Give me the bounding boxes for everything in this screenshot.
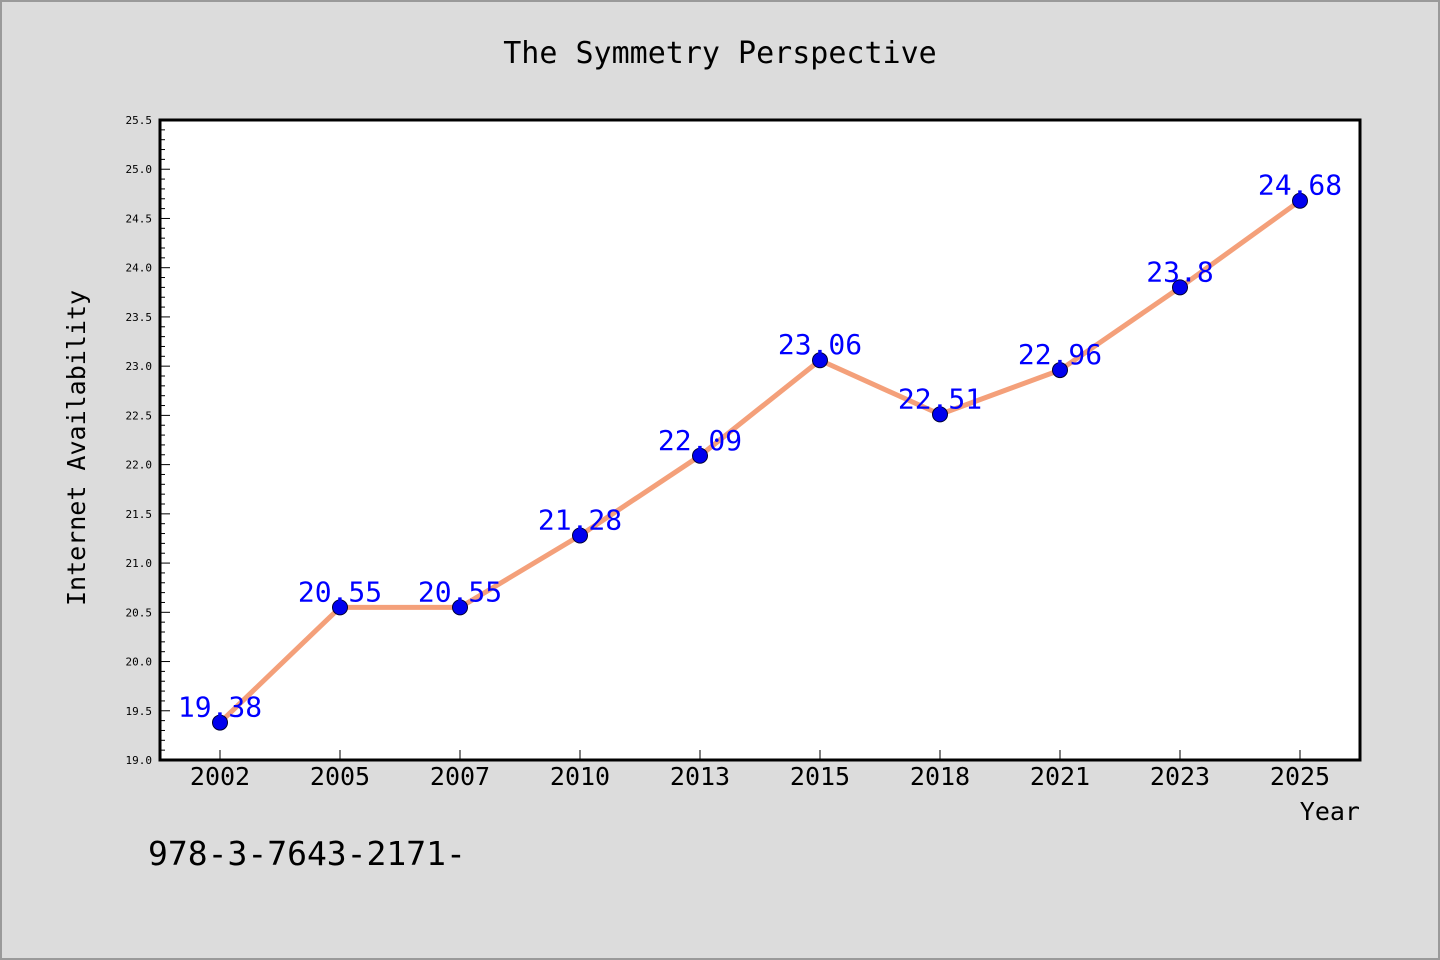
- x-tick-label: 2013: [670, 762, 730, 791]
- x-tick-label: 2015: [790, 762, 850, 791]
- data-label: 23.06: [778, 328, 862, 361]
- data-point: [1292, 192, 1308, 209]
- x-tick-label: 2025: [1270, 762, 1330, 791]
- x-axis: 2002 2005 2007 2010 2013 2015 2018 2021 2023 2025: [190, 750, 1330, 791]
- y-tick-label: 21.0: [126, 557, 153, 570]
- data-label: 19.38: [178, 691, 262, 724]
- x-tick-label: 2007: [430, 762, 490, 791]
- y-tick-label: 23.0: [126, 360, 153, 373]
- data-point: [452, 599, 468, 616]
- data-point: [1172, 279, 1188, 296]
- data-point: [692, 447, 708, 464]
- x-tick-label: 2010: [550, 762, 610, 791]
- y-tick-label: 23.5: [126, 311, 153, 324]
- x-tick-label: 2023: [1150, 762, 1210, 791]
- y-tick-label: 19.0: [126, 754, 153, 767]
- y-axis-label: Internet Availability: [62, 290, 91, 606]
- x-tick-label: 2002: [190, 762, 250, 791]
- y-tick-label: 21.5: [126, 508, 153, 521]
- data-label: 20.55: [418, 575, 502, 608]
- data-label: 24.68: [1258, 169, 1342, 202]
- x-axis-label: Year: [1300, 797, 1360, 826]
- data-point: [332, 599, 348, 616]
- data-point: [812, 352, 828, 369]
- y-tick-label: 20.5: [126, 606, 153, 619]
- isbn-annotation: 978-3-7643-2171-: [148, 834, 466, 873]
- y-axis: 19.0 19.5 20.0 20.5 21.0 21.5 22.0 22.5 23.0 23.5…: [126, 114, 170, 767]
- data-label: 20.55: [298, 575, 382, 608]
- data-point: [932, 406, 948, 423]
- plot-area: [160, 120, 1360, 760]
- data-label: 22.09: [658, 424, 742, 457]
- x-tick-label: 2018: [910, 762, 970, 791]
- data-point: [212, 714, 228, 731]
- y-tick-label: 22.0: [126, 459, 153, 472]
- y-tick-label: 20.0: [126, 656, 153, 669]
- data-label-layer: 19.38 20.55 20.55 21.28 22.09 23.06 22.51 22.96…: [178, 169, 1342, 724]
- chart-title: The Symmetry Perspective: [503, 36, 936, 71]
- x-tick-label: 2005: [310, 762, 370, 791]
- data-label: 23.8: [1146, 255, 1213, 288]
- data-label: 22.96: [1018, 338, 1102, 371]
- y-tick-label: 24.5: [126, 212, 153, 225]
- plot-frame: [158, 118, 1362, 762]
- y-tick-label: 25.5: [126, 114, 153, 127]
- y-tick-label: 24.0: [126, 262, 153, 275]
- y-tick-label: 25.0: [126, 163, 153, 176]
- data-point: [1052, 362, 1068, 379]
- y-tick-label: 19.5: [126, 705, 153, 718]
- y-tick-label: 22.5: [126, 409, 153, 422]
- x-tick-label: 2021: [1030, 762, 1090, 791]
- data-label: 22.51: [898, 382, 982, 415]
- series-line: [217, 198, 1303, 726]
- data-label: 21.28: [538, 504, 622, 537]
- series-layer: [212, 192, 1308, 731]
- data-point: [572, 527, 588, 544]
